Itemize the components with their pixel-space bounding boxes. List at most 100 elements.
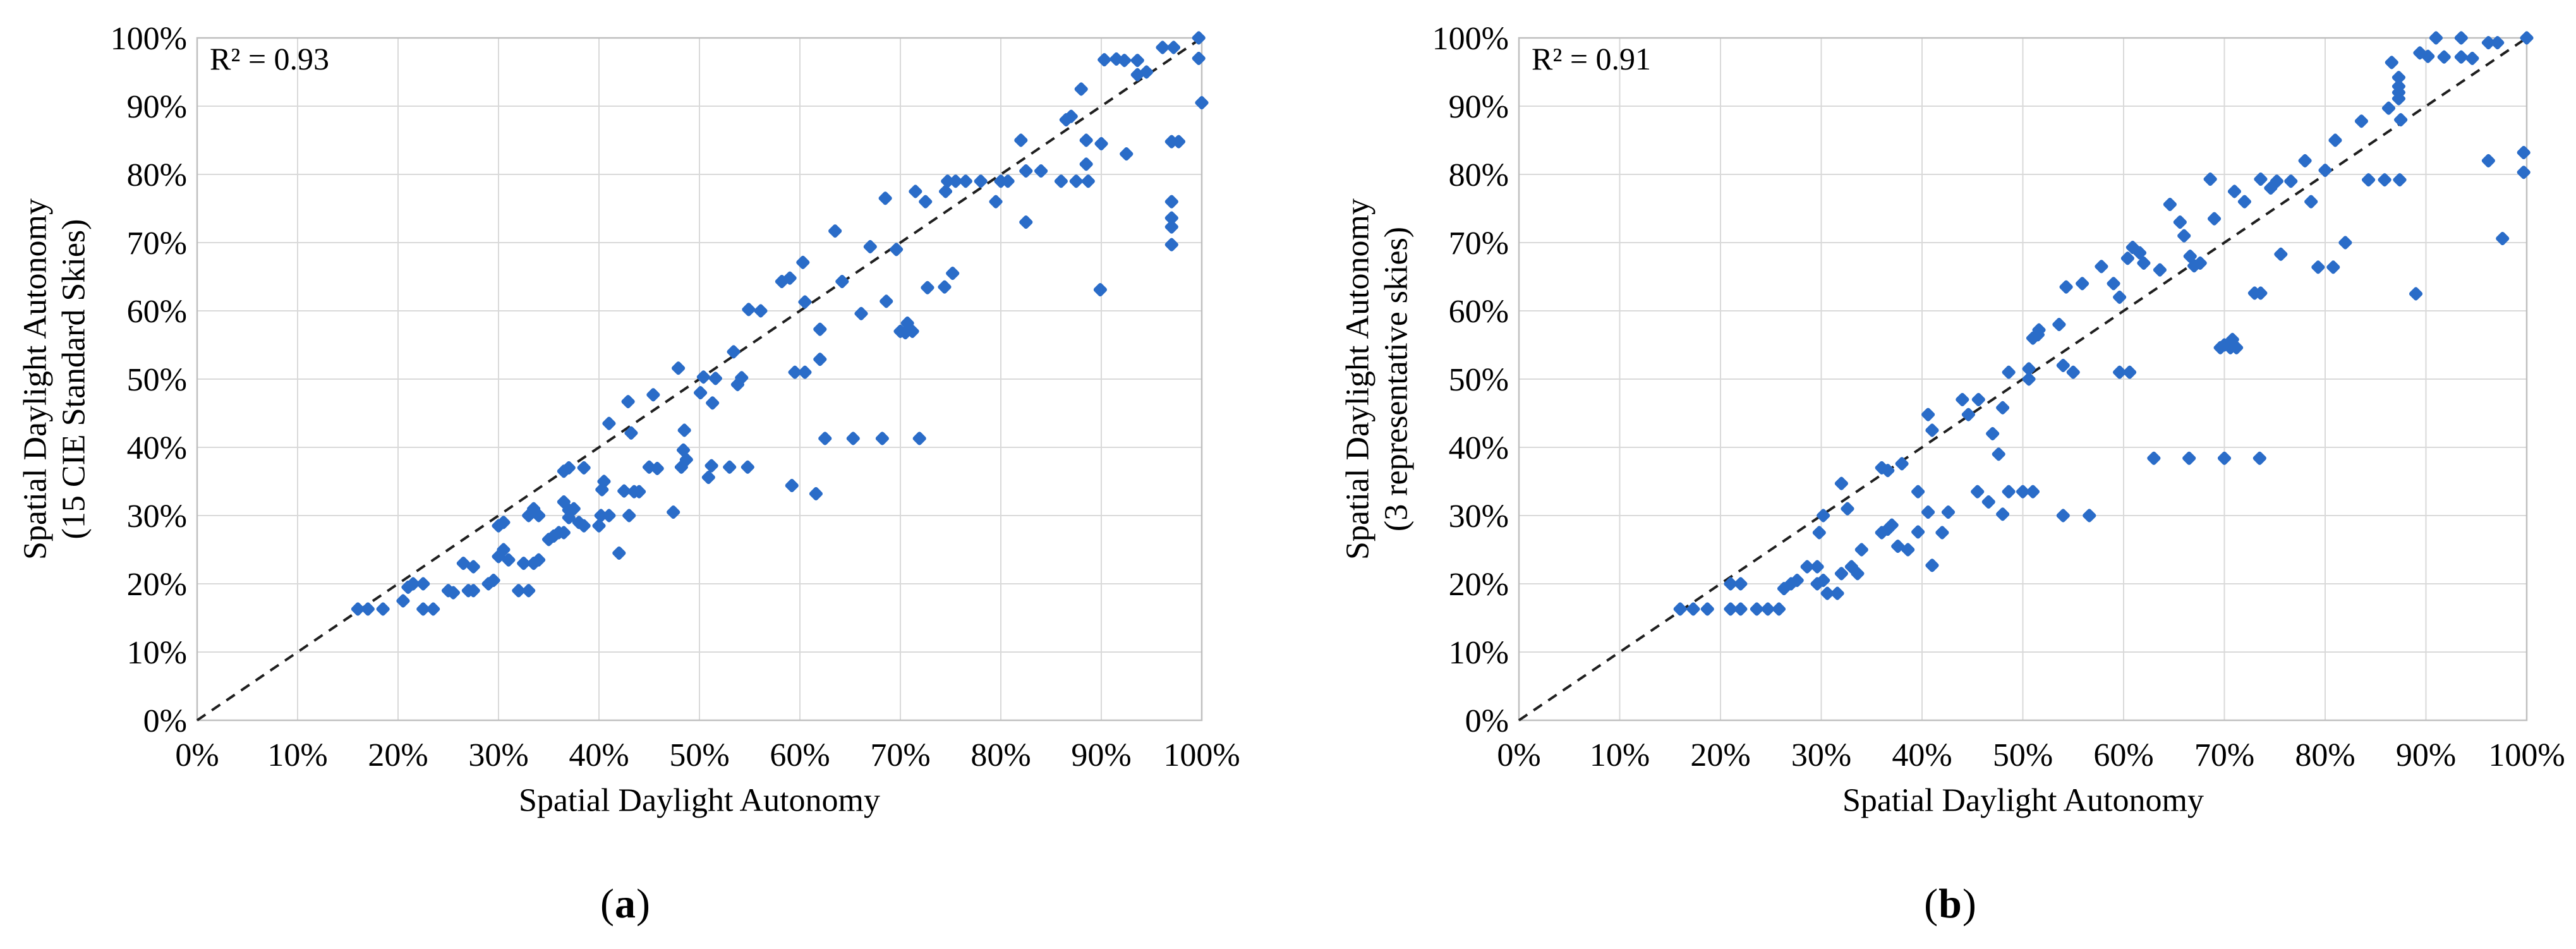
data-point: [2207, 212, 2222, 226]
y-tick-label: 0%: [143, 703, 187, 739]
x-tick-label: 30%: [1791, 737, 1851, 773]
data-point: [466, 584, 480, 598]
data-point: [1956, 392, 1969, 406]
y-tick-label: 80%: [127, 157, 187, 193]
data-point: [1156, 40, 1170, 54]
r-squared-annotation-b: R² = 0.91: [1532, 41, 1652, 76]
data-point: [1834, 476, 1848, 490]
data-point: [2362, 173, 2376, 187]
x-tick-label: 20%: [1690, 737, 1750, 773]
data-point: [532, 553, 546, 567]
data-point: [406, 577, 420, 591]
y-tick-label: 40%: [127, 430, 187, 466]
data-point: [612, 546, 626, 560]
data-point: [1800, 560, 1814, 574]
data-point: [557, 526, 571, 540]
data-point: [2394, 113, 2408, 127]
data-point: [517, 557, 531, 571]
data-point: [2254, 172, 2268, 186]
data-point: [2227, 184, 2242, 198]
data-point: [2270, 174, 2284, 188]
data-point: [2122, 365, 2137, 379]
data-point: [2517, 166, 2531, 179]
data-point: [828, 224, 842, 238]
y-axis-title-line2-b: (3 representative skies): [1378, 226, 1415, 532]
data-point: [1014, 133, 1028, 147]
data-point: [708, 372, 723, 385]
data-point: [1054, 174, 1068, 188]
data-point: [1164, 211, 1178, 225]
data-point: [2002, 365, 2016, 379]
data-point: [2059, 280, 2073, 294]
data-point: [594, 509, 608, 523]
data-point: [2252, 451, 2266, 465]
data-point: [1064, 109, 1078, 123]
x-tick-label: 70%: [870, 737, 930, 773]
data-point: [577, 519, 591, 533]
data-point: [1885, 518, 1899, 532]
data-point: [741, 460, 754, 474]
data-point: [2237, 195, 2251, 209]
y-tick-label: 50%: [127, 362, 187, 398]
x-tick-label: 50%: [1993, 737, 2053, 773]
x-tick-label: 100%: [1163, 737, 1240, 773]
data-point: [2429, 31, 2443, 45]
data-point: [426, 602, 440, 616]
data-point: [1130, 54, 1144, 68]
data-point: [2177, 229, 2191, 243]
data-point: [1854, 543, 1868, 557]
x-tick-label: 0%: [175, 737, 219, 773]
data-point: [989, 195, 1003, 209]
data-point: [1891, 540, 1905, 553]
data-point: [704, 459, 718, 473]
data-point: [2056, 358, 2070, 372]
y-tick-label: 30%: [1449, 499, 1509, 535]
data-point: [1686, 602, 1700, 616]
data-point: [701, 470, 715, 485]
x-tick-label: 80%: [2295, 737, 2355, 773]
data-point: [1164, 195, 1178, 209]
data-point: [1935, 526, 1949, 540]
data-point: [2481, 154, 2495, 167]
x-tick-label: 60%: [770, 737, 830, 773]
data-point: [2120, 251, 2134, 265]
data-point: [466, 560, 480, 574]
data-point: [677, 423, 691, 437]
y-tick-label: 30%: [127, 499, 187, 535]
data-point: [1895, 457, 1909, 471]
data-point: [632, 485, 646, 499]
data-point: [1079, 157, 1093, 171]
data-point: [2203, 172, 2217, 186]
data-point: [2491, 35, 2505, 50]
data-point: [2076, 277, 2089, 291]
data-point: [646, 388, 660, 402]
data-point: [835, 274, 849, 289]
data-point: [2052, 318, 2066, 332]
caption-paren-close: ): [636, 881, 651, 927]
y-tick-label: 20%: [127, 567, 187, 603]
data-point: [2326, 260, 2340, 274]
x-axis-title-a: Spatial Daylight Autonomy: [519, 782, 880, 819]
data-point: [1961, 408, 1975, 421]
data-point: [730, 378, 744, 392]
data-point: [1081, 174, 1095, 188]
data-point: [2311, 260, 2325, 274]
data-point: [2107, 277, 2120, 291]
data-point: [2520, 31, 2534, 45]
y-tick-label: 0%: [1465, 703, 1509, 739]
data-point: [875, 432, 889, 445]
data-point: [1911, 525, 1925, 539]
data-point: [1761, 602, 1775, 616]
data-point: [602, 416, 616, 430]
data-point: [2113, 290, 2127, 304]
data-point: [1164, 220, 1178, 234]
data-point: [742, 303, 756, 317]
data-point: [1925, 559, 1939, 572]
data-point: [863, 239, 877, 254]
data-point: [2481, 35, 2495, 50]
data-point: [880, 294, 893, 308]
y-tick-label: 90%: [1449, 89, 1509, 125]
data-point: [919, 195, 933, 209]
data-point: [1817, 574, 1830, 588]
